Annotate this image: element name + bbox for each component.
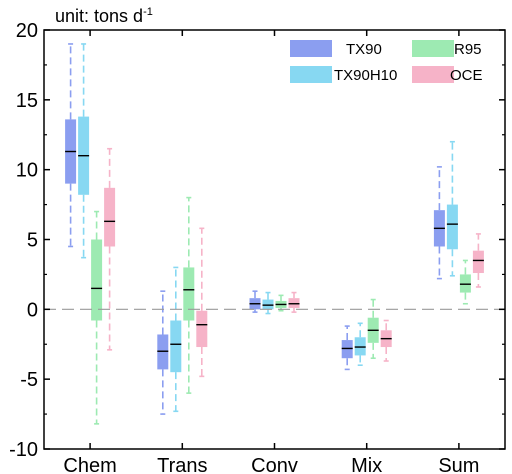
- unit-label-superscript: -1: [143, 6, 153, 18]
- x-tick-label: Chem: [63, 455, 116, 474]
- box-iqr: [91, 239, 103, 321]
- x-axis: Chem Trans Conv Mix Sum: [63, 30, 479, 474]
- legend-swatch: [412, 66, 454, 83]
- box-iqr: [196, 310, 208, 348]
- y-tick-label: 20: [16, 20, 38, 42]
- y-tick-label: 15: [16, 90, 38, 112]
- box-iqr: [472, 250, 484, 274]
- box-iqr: [170, 320, 182, 373]
- x-tick-label: Mix: [351, 455, 382, 474]
- legend-label: TX90: [346, 41, 382, 58]
- x-tick-label: Sum: [438, 455, 479, 474]
- box-iqr: [104, 187, 116, 247]
- legend-label: R95: [454, 41, 482, 58]
- legend-label: OCE: [450, 67, 483, 84]
- legend-swatch: [290, 66, 332, 83]
- x-tick-label: Trans: [157, 455, 207, 474]
- y-tick-label: 5: [27, 230, 38, 252]
- unit-label-text: unit: tons d: [55, 6, 143, 26]
- box-iqr: [183, 267, 195, 321]
- legend-swatch: [290, 40, 332, 57]
- y-tick-label: 0: [27, 299, 38, 321]
- y-tick-label: 10: [16, 160, 38, 182]
- box-iqr: [446, 204, 458, 250]
- x-tick-label: Conv: [251, 455, 298, 474]
- legend-label: TX90H10: [334, 67, 397, 84]
- unit-label: unit: tons d-1: [55, 6, 153, 26]
- legend: TX90 TX90H10 R95 OCE: [290, 40, 483, 84]
- y-tick-label: -10: [9, 439, 38, 461]
- plot-frame: [43, 29, 506, 450]
- y-tick-label: -5: [20, 369, 38, 391]
- legend-swatch: [412, 40, 454, 57]
- boxes-layer: [65, 43, 484, 425]
